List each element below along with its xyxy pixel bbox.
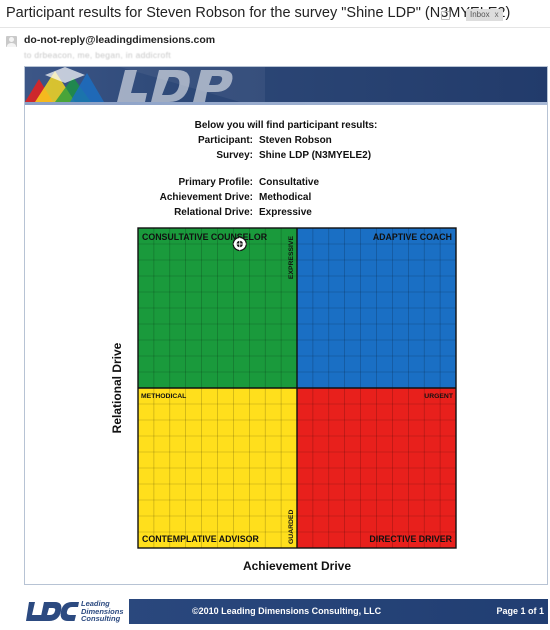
quadrant-consultative-counselor — [138, 228, 297, 388]
achievement-drive-value: Methodical — [259, 192, 312, 203]
logo-text-line: Consulting — [81, 614, 121, 623]
relational-drive-row: Relational Drive: Expressive — [25, 207, 547, 220]
participant-value: Steven Robson — [259, 135, 332, 146]
primary-profile-label: Primary Profile: — [178, 177, 253, 188]
quadrant-label: ADAPTIVE COACH — [373, 232, 452, 242]
ldc-logo-icon — [26, 602, 79, 621]
logo-text-line: Dimensions — [81, 606, 124, 616]
footer-copyright: ©2010 Leading Dimensions Consulting, LLC — [192, 606, 382, 616]
guarded-marker-label: GUARDED — [288, 510, 295, 544]
footer-logo-text: Leading Dimensions Consulting — [81, 600, 124, 623]
urgent-marker-label: URGENT — [424, 393, 454, 400]
quadrant-contemplative-advisor — [138, 388, 297, 548]
survey-label: Survey: — [216, 150, 253, 161]
footer-page-number: Page 1 of 1 — [496, 606, 544, 616]
participant-row: Participant: Steven Robson — [25, 135, 547, 148]
email-subject: Participant results for Steven Robson fo… — [6, 5, 511, 21]
relational-drive-label: Relational Drive: — [174, 207, 253, 218]
inbox-label-badge[interactable]: Inbox x — [466, 9, 503, 21]
footer-logo: Leading Dimensions Consulting — [24, 599, 129, 624]
quadrant-directive-driver — [297, 388, 456, 548]
square-icon[interactable] — [441, 11, 450, 20]
banner-strip — [25, 102, 547, 105]
report-body: Below you will find participant results:… — [24, 66, 548, 585]
sender-avatar-icon — [6, 36, 17, 47]
remove-label-icon[interactable]: x — [494, 10, 499, 19]
achievement-drive-row: Achievement Drive: Methodical — [25, 192, 547, 205]
recipient-line[interactable]: to drbeacon, me, began, in addicroft — [24, 50, 171, 60]
expressive-marker-label: EXPRESSIVE — [288, 236, 295, 280]
quadrant-label: DIRECTIVE DRIVER — [369, 534, 452, 544]
sender-address[interactable]: do-not-reply@leadingdimensions.com — [24, 34, 216, 46]
chart-border — [137, 227, 457, 549]
participant-label: Participant: — [197, 135, 253, 146]
achievement-drive-label: Achievement Drive: — [159, 192, 253, 203]
y-axis-title: Relational Drive — [110, 342, 124, 433]
methodical-marker-label: METHODICAL — [141, 393, 186, 400]
x-axis-title: Achievement Drive — [243, 559, 351, 573]
quadrant-adaptive-coach — [297, 228, 456, 388]
quadrant-label: CONTEMPLATIVE ADVISOR — [142, 534, 259, 544]
profile-quadrant-chart: CONSULTATIVE COUNSELOR ADAPTIVE COACH CONT… — [110, 227, 457, 573]
report-footer: Leading Dimensions Consulting ©2010 Lead… — [24, 599, 548, 624]
quadrant-label: CONSULTATIVE COUNSELOR — [142, 232, 268, 242]
relational-drive-value: Expressive — [259, 207, 312, 218]
report-banner — [25, 67, 547, 102]
divider — [0, 27, 550, 28]
ldp-logo-graphic — [25, 67, 265, 102]
results-heading: Below you will find participant results: — [194, 120, 378, 131]
primary-profile-value: Consultative — [259, 177, 320, 188]
inbox-label-text: Inbox — [470, 10, 490, 19]
logo-text-line: Leading — [81, 599, 110, 608]
survey-row: Survey: Shine LDP (N3MYELE2) — [25, 150, 547, 163]
survey-value: Shine LDP (N3MYELE2) — [259, 150, 372, 161]
primary-profile-row: Primary Profile: Consultative — [25, 177, 547, 190]
